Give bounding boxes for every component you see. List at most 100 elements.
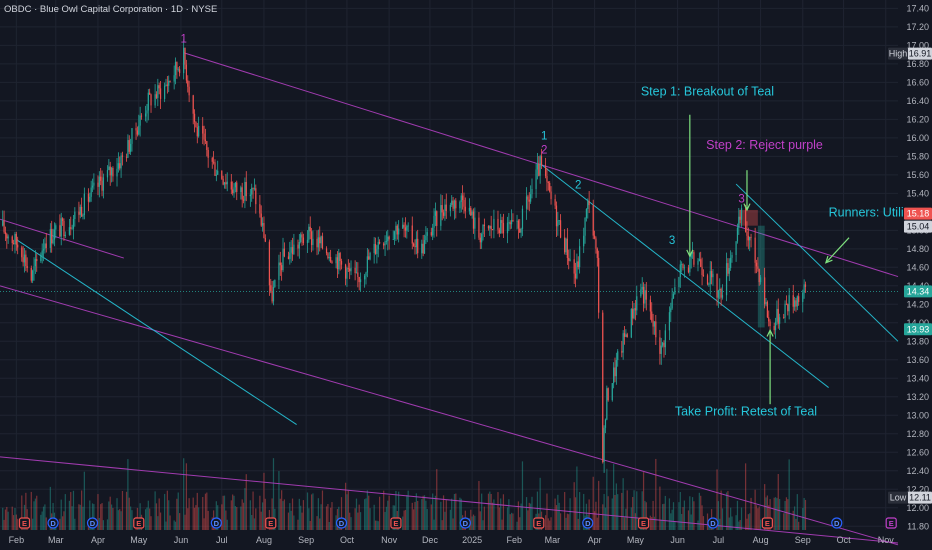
candle-body <box>91 185 94 188</box>
volume-bar <box>452 518 454 530</box>
candle-body <box>474 217 476 229</box>
candle-body <box>617 351 619 361</box>
price-tags: High 16.91 15.18 15.04 14.34 13.93 Low 12.11 <box>0 47 932 504</box>
volume-bar <box>698 492 700 530</box>
candle-body <box>22 257 24 263</box>
candle-body <box>583 235 585 247</box>
volume-bar <box>611 498 613 530</box>
volume-bar <box>34 498 36 530</box>
time-tick-label: Jun <box>670 535 685 545</box>
volume-bar <box>91 503 94 530</box>
candle-body <box>717 290 720 298</box>
candle-body <box>691 252 694 254</box>
candle-body <box>287 256 290 259</box>
volume-bar <box>102 520 105 530</box>
volume-bar <box>720 490 722 530</box>
volume-bar <box>308 508 310 530</box>
candle-body <box>470 207 472 216</box>
candle-body <box>166 84 168 86</box>
trendline-purple-small <box>0 218 124 259</box>
volume-bar <box>415 493 417 530</box>
candle-body <box>7 236 9 239</box>
volume-bar <box>359 512 362 530</box>
candle-body <box>660 345 662 354</box>
candle-body <box>108 166 110 171</box>
volume-bar <box>747 514 749 530</box>
candle-body <box>213 161 215 163</box>
trendline-purple-lower <box>0 285 899 546</box>
volume-bar <box>149 508 151 530</box>
volume-bar <box>764 484 766 530</box>
volume-bar <box>222 495 224 530</box>
candle-body <box>404 227 407 231</box>
candle-body <box>321 236 324 249</box>
candle-body <box>297 244 299 249</box>
volume-bar <box>64 494 66 530</box>
volume-bar <box>544 515 547 530</box>
volume-bar <box>804 499 807 530</box>
volume-bar <box>779 498 781 530</box>
volume-bar <box>63 511 65 530</box>
volume-bar <box>282 501 284 530</box>
price-axis[interactable]: 17.40 17.20 17.00 16.80 16.60 16.40 16.20 16.00… <box>906 3 929 531</box>
candle-body <box>290 247 292 253</box>
volume-bar <box>596 517 598 530</box>
candle-body <box>559 220 562 238</box>
volume-bar <box>297 519 299 530</box>
volume-bar <box>451 498 453 530</box>
candle-body <box>102 177 105 191</box>
candle-body <box>138 125 140 135</box>
candle-body <box>97 182 99 187</box>
volume-bar <box>3 519 5 530</box>
candle-body <box>549 182 551 192</box>
candle-body <box>193 113 196 122</box>
price-tag-value: 15.18 <box>907 209 930 219</box>
candle-body <box>232 189 234 194</box>
event-letter: E <box>641 519 646 528</box>
candle-body <box>739 216 741 220</box>
volume-bar <box>506 507 509 530</box>
wave-label: 3 <box>669 235 675 247</box>
volume-bar <box>449 509 451 530</box>
volume-bar <box>633 490 635 530</box>
candle-body <box>555 205 558 227</box>
candle-body <box>683 267 685 269</box>
wave-label: 3 <box>738 194 744 206</box>
volume-bar <box>310 494 313 530</box>
volume-bar <box>2 507 4 530</box>
volume-bar <box>689 496 691 530</box>
candle-body <box>765 302 767 305</box>
candle-body <box>750 236 752 238</box>
candle-body <box>270 285 272 291</box>
candle-body <box>346 268 348 279</box>
volume-bar <box>783 513 785 530</box>
volume-bar <box>279 498 281 530</box>
volume-bar <box>740 507 743 530</box>
candle-body <box>434 211 437 216</box>
volume-bar <box>759 519 762 530</box>
volume-bar <box>319 518 321 530</box>
candle-body <box>432 227 434 236</box>
candle-body <box>264 237 266 242</box>
candle-body <box>487 226 490 229</box>
volume-bar <box>546 493 548 530</box>
volume-bar <box>309 520 311 530</box>
trendlines[interactable] <box>0 52 899 546</box>
volume-bar <box>325 506 328 530</box>
candle-body <box>177 69 179 71</box>
candle-body <box>365 272 367 276</box>
price-tick-label: 12.00 <box>906 503 929 513</box>
candle-body <box>388 236 390 240</box>
candle-body <box>622 333 624 353</box>
time-tick-label: Nov <box>381 535 398 545</box>
volume-bar <box>471 516 473 530</box>
candle-body <box>482 224 484 235</box>
candle-body <box>535 169 537 189</box>
candle-body <box>335 257 337 264</box>
volume-bar <box>736 500 739 530</box>
candle-body <box>795 300 797 307</box>
time-axis[interactable]: Feb Mar Apr May Jun Jul Aug Sep Oct Nov Dec 2025 Feb… <box>9 535 895 545</box>
candle-body <box>358 276 360 283</box>
